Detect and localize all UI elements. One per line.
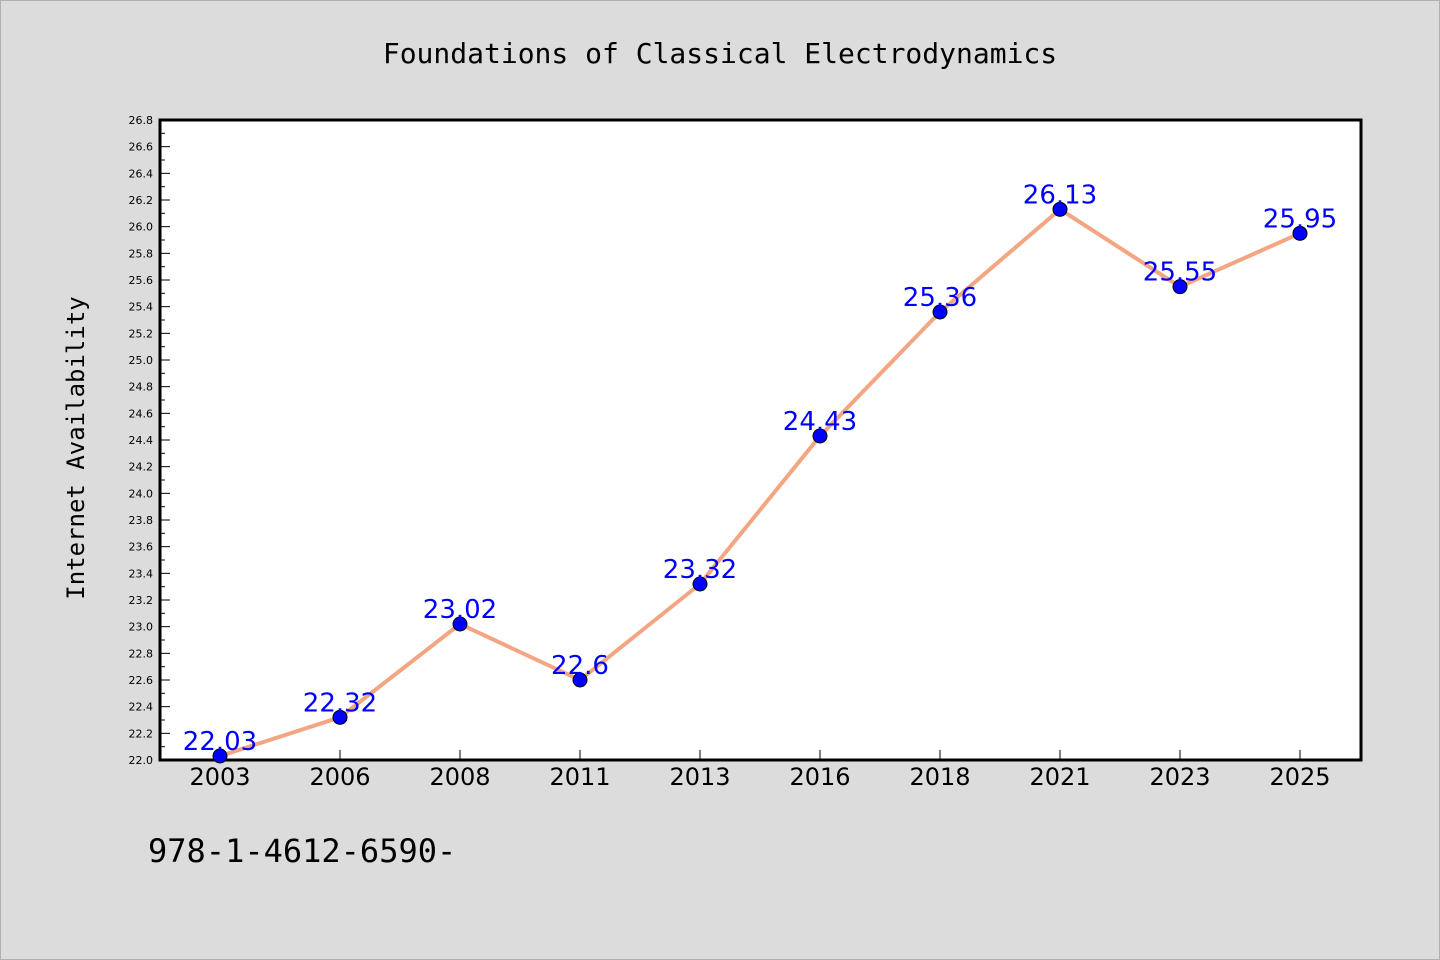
- chart-title: Foundations of Classical Electrodynamics: [383, 37, 1057, 70]
- data-point: [1172, 279, 1188, 295]
- y-tick-label: 24.6: [129, 407, 154, 420]
- x-tick-label: 2018: [909, 763, 970, 791]
- data-point: [212, 748, 228, 764]
- data-point: [572, 672, 588, 688]
- y-tick-label: 22.2: [129, 727, 154, 740]
- data-point: [1052, 201, 1068, 217]
- data-point: [452, 616, 468, 632]
- x-tick-label: 2021: [1029, 763, 1090, 791]
- y-tick-label: 24.2: [129, 461, 154, 474]
- y-tick-label: 22.4: [129, 701, 154, 714]
- y-tick-label: 26.4: [129, 167, 154, 180]
- data-point: [812, 428, 828, 444]
- x-tick-label: 2016: [789, 763, 850, 791]
- data-label: 23.32: [663, 555, 737, 585]
- y-axis-label: Internet Availability: [62, 296, 90, 599]
- isbn-text: 978-1-4612-6590-: [148, 832, 457, 870]
- y-tick-label: 26.0: [129, 221, 154, 234]
- data-label: 22.32: [303, 688, 377, 718]
- series-line: [219, 207, 1301, 758]
- y-tick-label: 25.2: [129, 327, 154, 340]
- data-label: 22.6: [551, 651, 609, 681]
- y-tick-label: 26.8: [129, 114, 154, 127]
- data-label: 23.02: [423, 595, 497, 625]
- y-tick-label: 22.8: [129, 647, 154, 660]
- x-axis: 2003 2006 2008 2011 2013 2016 2018 2021 2023 2025: [189, 750, 1331, 791]
- data-point: [692, 576, 708, 592]
- y-tick-label: 25.8: [129, 247, 154, 260]
- y-tick-label: 23.2: [129, 594, 154, 607]
- y-tick-label: 23.0: [129, 621, 154, 634]
- data-label: 22.03: [183, 727, 257, 757]
- x-tick-label: 2023: [1149, 763, 1210, 791]
- y-axis: 22.0 22.2 22.4 22.6 22.8 23.0 23.2 23.4 23.6 23.8…: [129, 114, 170, 767]
- data-point: [1292, 225, 1308, 241]
- series-layer: 22.03 22.32 23.02 22.6 23.32 24.43 25.36 26.13 2…: [183, 180, 1337, 764]
- y-tick-label: 22.0: [129, 754, 154, 767]
- y-tick-label: 24.8: [129, 381, 154, 394]
- x-tick-label: 2008: [429, 763, 490, 791]
- y-tick-label: 26.2: [129, 194, 154, 207]
- y-tick-label: 23.8: [129, 514, 154, 527]
- y-tick-label: 23.6: [129, 541, 154, 554]
- x-tick-label: 2003: [189, 763, 250, 791]
- data-label: 24.43: [783, 407, 857, 437]
- x-tick-label: 2013: [669, 763, 730, 791]
- data-label: 25.95: [1263, 204, 1337, 234]
- y-tick-label: 22.6: [129, 674, 154, 687]
- x-tick-label: 2006: [309, 763, 370, 791]
- y-tick-label: 24.4: [129, 434, 154, 447]
- data-label: 25.36: [903, 283, 977, 313]
- y-tick-label: 25.0: [129, 354, 154, 367]
- y-tick-label: 25.6: [129, 274, 154, 287]
- data-point: [332, 709, 348, 725]
- y-tick-label: 23.4: [129, 567, 154, 580]
- data-label: 25.55: [1143, 258, 1217, 288]
- x-tick-label: 2011: [549, 763, 610, 791]
- y-tick-label: 24.0: [129, 487, 154, 500]
- data-label: 26.13: [1023, 180, 1097, 210]
- x-tick-label: 2025: [1269, 763, 1330, 791]
- y-tick-label: 25.4: [129, 301, 154, 314]
- data-point: [932, 304, 948, 320]
- plot-area: [158, 118, 1363, 762]
- y-tick-label: 26.6: [129, 141, 154, 154]
